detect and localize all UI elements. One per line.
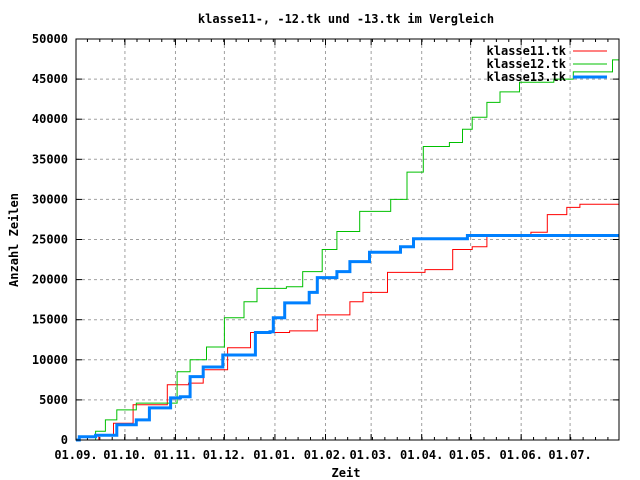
x-axis-label: Zeit	[332, 466, 361, 480]
series-lines	[76, 59, 619, 442]
y-tick-label: 35000	[32, 152, 68, 166]
y-tick-label: 25000	[32, 233, 68, 247]
x-tick-label: 01.01.	[253, 448, 296, 462]
y-tick-label: 10000	[32, 353, 68, 367]
x-tick-label: 01.05.	[449, 448, 492, 462]
series-line-klasse13-tk	[76, 234, 619, 442]
y-tick-label: 20000	[32, 273, 68, 287]
y-tick-label: 45000	[32, 72, 68, 86]
y-tick-label: 0	[61, 433, 68, 447]
x-tick-label: 01.09.	[54, 448, 97, 462]
y-tick-label: 5000	[39, 393, 68, 407]
legend-label: klasse12.tk	[487, 57, 567, 71]
y-tick-label: 15000	[32, 313, 68, 327]
y-tick-label: 50000	[32, 32, 68, 46]
series-line-klasse11-tk	[98, 203, 619, 440]
x-tick-label: 01.02.	[304, 448, 347, 462]
series-line-klasse12-tk	[82, 59, 619, 441]
grid	[76, 39, 619, 440]
x-tick-label: 01.10.	[103, 448, 146, 462]
x-tick-label: 01.06.	[499, 448, 542, 462]
x-tick-label: 01.12.	[203, 448, 246, 462]
y-tick-label: 40000	[32, 112, 68, 126]
x-tick-label: 01.04.	[400, 448, 443, 462]
x-tick-label: 01.07.	[548, 448, 591, 462]
legend-label: klasse11.tk	[487, 44, 567, 58]
y-axis-label: Anzahl Zeilen	[7, 193, 21, 287]
legend-label: klasse13.tk	[487, 70, 567, 84]
y-tick-label: 30000	[32, 192, 68, 206]
x-tick-label: 01.03.	[349, 448, 392, 462]
chart-title: klasse11-, -12.tk und -13.tk im Vergleic…	[198, 12, 494, 26]
axis-ticks: 0 5000 10000 15000 20000 25000 30000 35000 40000…	[32, 32, 619, 462]
plot-border	[75, 38, 620, 441]
x-tick-label: 01.11.	[154, 448, 197, 462]
